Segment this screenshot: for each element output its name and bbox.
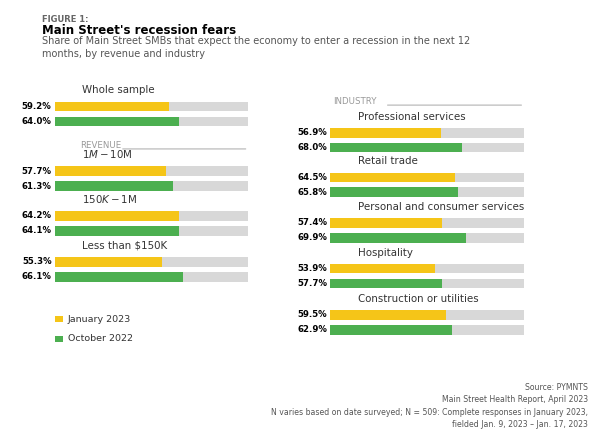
Bar bbox=[55, 117, 248, 126]
Bar bbox=[330, 310, 524, 320]
Bar bbox=[330, 143, 462, 152]
Text: 62.9%: 62.9% bbox=[298, 325, 327, 334]
Text: FIGURE 1:: FIGURE 1: bbox=[42, 15, 89, 25]
Bar bbox=[330, 173, 524, 182]
Text: 69.9%: 69.9% bbox=[298, 233, 327, 242]
Text: Retail trade: Retail trade bbox=[358, 156, 418, 166]
Text: 66.1%: 66.1% bbox=[22, 272, 52, 281]
Text: 64.2%: 64.2% bbox=[21, 212, 52, 220]
Bar bbox=[330, 173, 455, 182]
Text: 59.5%: 59.5% bbox=[298, 311, 327, 319]
Text: 56.9%: 56.9% bbox=[298, 128, 327, 137]
Bar bbox=[55, 226, 179, 236]
Text: 64.0%: 64.0% bbox=[22, 117, 52, 126]
Bar bbox=[55, 181, 248, 191]
Bar bbox=[330, 325, 452, 335]
Text: 64.5%: 64.5% bbox=[298, 173, 327, 182]
Bar bbox=[330, 187, 524, 197]
Text: INDUSTRY: INDUSTRY bbox=[333, 97, 377, 106]
Text: 64.1%: 64.1% bbox=[21, 226, 52, 235]
Text: October 2022: October 2022 bbox=[68, 334, 133, 343]
Text: Professional services: Professional services bbox=[358, 112, 465, 122]
Bar bbox=[55, 316, 63, 322]
Text: 55.3%: 55.3% bbox=[22, 258, 52, 266]
Bar bbox=[330, 128, 441, 138]
Bar bbox=[330, 143, 524, 152]
Bar bbox=[330, 233, 466, 243]
Bar bbox=[330, 325, 524, 335]
Text: Main Street's recession fears: Main Street's recession fears bbox=[42, 24, 236, 37]
Bar bbox=[330, 218, 442, 228]
Text: Whole sample: Whole sample bbox=[82, 85, 155, 95]
Bar bbox=[55, 272, 183, 282]
Bar bbox=[55, 211, 248, 221]
Bar bbox=[55, 117, 179, 126]
Text: Share of Main Street SMBs that expect the economy to enter a recession in the ne: Share of Main Street SMBs that expect th… bbox=[42, 36, 471, 59]
Text: 57.4%: 57.4% bbox=[297, 219, 327, 227]
Bar bbox=[55, 226, 248, 236]
Bar bbox=[55, 336, 63, 342]
Text: $150K-$1M: $150K-$1M bbox=[82, 193, 137, 205]
Text: Source: PYMNTS
Main Street Health Report, April 2023
N varies based on date surv: Source: PYMNTS Main Street Health Report… bbox=[271, 383, 588, 429]
Text: 59.2%: 59.2% bbox=[22, 102, 52, 111]
Bar bbox=[330, 187, 458, 197]
Bar bbox=[330, 310, 445, 320]
Bar bbox=[330, 264, 524, 273]
Text: Less than $150K: Less than $150K bbox=[82, 241, 167, 251]
Text: 57.7%: 57.7% bbox=[21, 167, 52, 176]
Bar bbox=[55, 211, 179, 221]
Bar bbox=[330, 279, 442, 288]
Bar bbox=[55, 257, 162, 267]
Text: 61.3%: 61.3% bbox=[22, 182, 52, 191]
Bar bbox=[330, 264, 435, 273]
Bar bbox=[330, 233, 524, 243]
Text: $1M-$10M: $1M-$10M bbox=[82, 148, 133, 160]
Text: Hospitality: Hospitality bbox=[358, 247, 413, 258]
Text: 53.9%: 53.9% bbox=[298, 264, 327, 273]
Bar bbox=[330, 279, 524, 288]
Text: January 2023: January 2023 bbox=[68, 314, 131, 324]
Bar bbox=[330, 128, 524, 138]
Bar bbox=[55, 102, 169, 111]
Text: REVENUE: REVENUE bbox=[81, 141, 122, 150]
Text: Construction or utilities: Construction or utilities bbox=[358, 294, 478, 304]
Bar bbox=[55, 272, 248, 282]
Text: 65.8%: 65.8% bbox=[298, 188, 327, 197]
Bar bbox=[330, 218, 524, 228]
Bar bbox=[55, 166, 248, 176]
Text: Personal and consumer services: Personal and consumer services bbox=[358, 202, 524, 212]
Bar bbox=[55, 181, 173, 191]
Text: 57.7%: 57.7% bbox=[297, 279, 327, 288]
Text: 68.0%: 68.0% bbox=[298, 143, 327, 152]
Bar bbox=[55, 257, 248, 267]
Bar bbox=[55, 166, 167, 176]
Bar bbox=[55, 102, 248, 111]
